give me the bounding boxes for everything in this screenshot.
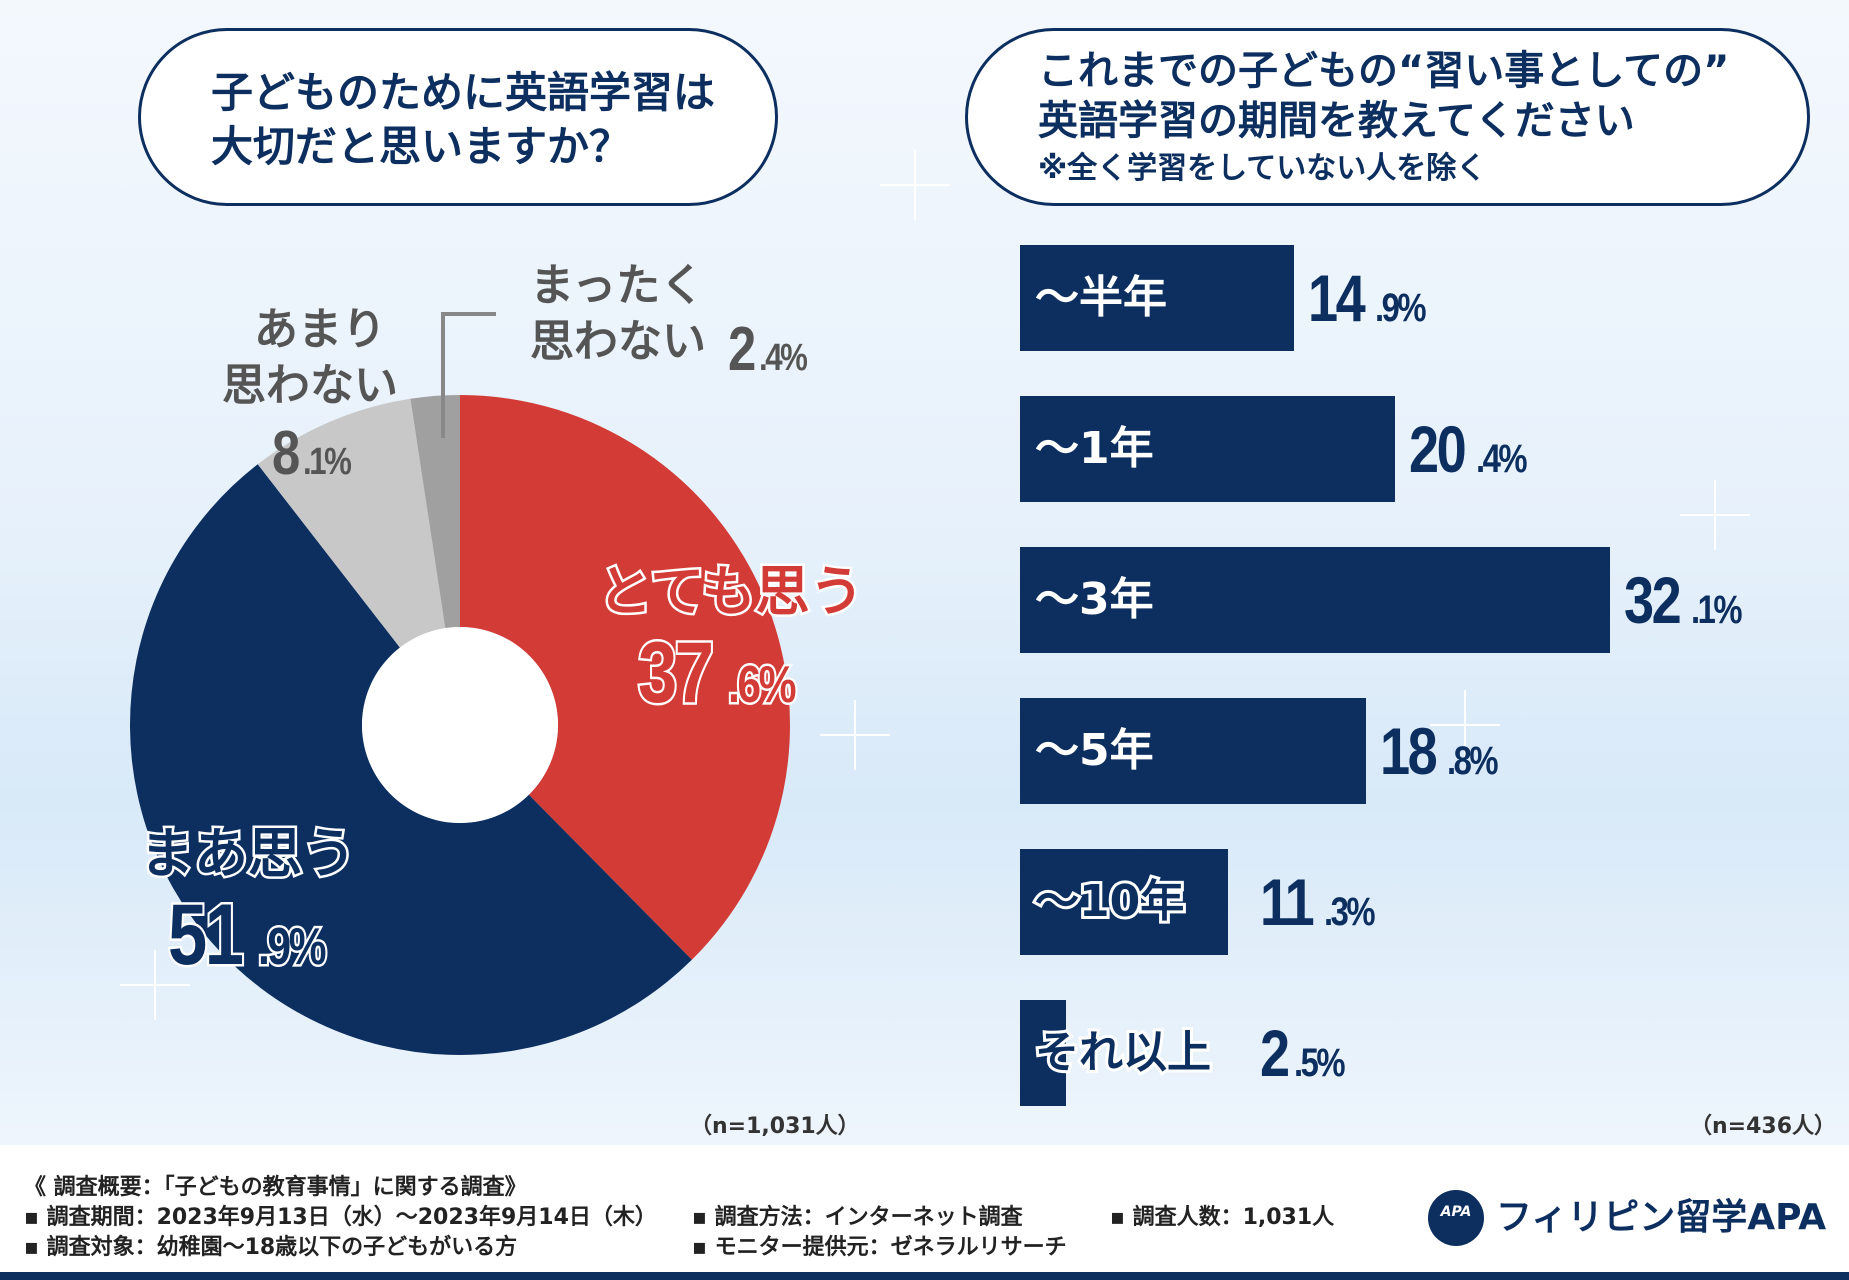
slice-somewhat <box>130 464 692 1055</box>
bar-value-label: 18.8% <box>1380 698 1507 804</box>
bar-category-label: ～3年 <box>1032 571 1157 628</box>
left-question-line2: 大切だと思いますか？ <box>211 122 632 171</box>
right-question-line2: 英語学習の期間を教えてください <box>1038 98 1635 144</box>
bottom-rule <box>0 1272 1849 1280</box>
right-question-note: ※全く学習をしていない人を除く <box>1038 151 1487 186</box>
right-question-line1: これまでの子どもの“習い事としての” <box>1038 48 1730 94</box>
bar-0 <box>1020 245 1294 351</box>
slice-value-notmuch-int: 8 <box>272 419 300 488</box>
bar-3 <box>1020 698 1366 804</box>
slice-label-notmuch-line2: 思わない <box>222 360 398 411</box>
donut-hole <box>362 627 558 823</box>
left-question-line1: 子どものために英語学習は <box>211 68 716 117</box>
left-sample-size: （n=1,031人） <box>690 1114 860 1139</box>
bar-value-int: 2 <box>1260 1016 1290 1090</box>
survey-footer: 《 調査概要：「子どもの教育事情」に関する調査》 ▪ 調査期間：2023年9月1… <box>0 1145 1849 1280</box>
bar-value-int: 14 <box>1307 261 1366 335</box>
bar-category-label: ～5年 <box>1032 722 1157 779</box>
slice-value-notatall-int: 2 <box>728 315 756 384</box>
infographic-background: 子どものために英語学習は 大切だと思いますか？ これまでの子どもの“習い事として… <box>0 0 1849 1145</box>
footer-count: ▪ 調査人数：1,031人 <box>1110 1205 1335 1230</box>
bar-category-label: ～10年 <box>1032 873 1187 930</box>
bar-value-int: 32 <box>1624 563 1682 637</box>
bar-value-label: 32.1% <box>1624 547 1751 653</box>
bar-category-label: ～1年 <box>1032 420 1157 477</box>
slice-value-notatall-dec: .4% <box>759 337 808 379</box>
footer-period: ▪ 調査期間：2023年9月13日（水）～2023年9月14日（木） <box>24 1205 657 1230</box>
bar-5 <box>1020 1000 1066 1106</box>
bar-value-dec: .5% <box>1293 1041 1346 1085</box>
slice-value-somewhat: 51.9% <box>166 885 338 984</box>
bar-value-dec: .4% <box>1476 437 1528 481</box>
bar-value-label: 2.5% <box>1260 1000 1354 1106</box>
sparkle-decoration <box>1680 480 1750 550</box>
footer-monitor: ▪ モニター提供元：ゼネラルリサーチ <box>692 1235 1067 1260</box>
footer-title: 《 調査概要：「子どもの教育事情」に関する調査》 <box>24 1175 527 1200</box>
bar-4 <box>1020 849 1228 955</box>
slice-notatall <box>410 395 460 629</box>
slice-very <box>460 395 790 960</box>
slice-label-somewhat: まあ思う <box>138 821 359 886</box>
footer-target: ▪ 調査対象：幼稚園～18歳以下の子どもがいる方 <box>24 1235 518 1260</box>
bar-value-int: 11 <box>1260 865 1315 939</box>
slice-label-very: とても思う <box>596 559 867 624</box>
bar-2 <box>1020 547 1610 653</box>
bar-value-dec: .3% <box>1323 890 1376 934</box>
right-question-bubble: これまでの子どもの“習い事としての” 英語学習の期間を教えてください ※全く学習… <box>965 28 1810 206</box>
apa-logo-icon: APA <box>1428 1190 1484 1246</box>
bar-value-label: 20.4% <box>1409 396 1536 502</box>
slice-value-notmuch: 8.1% <box>272 419 360 488</box>
footer-method: ▪ 調査方法：インターネット調査 <box>692 1205 1023 1230</box>
right-sample-size: （n=436人） <box>1690 1114 1837 1139</box>
apa-logo-mark-text: APA <box>1440 1204 1472 1220</box>
bar-value-dec: .1% <box>1691 588 1743 632</box>
apa-logo-text: フィリピン留学APA <box>1496 1197 1827 1238</box>
slice-value-somewhat-dec: .9% <box>256 916 329 978</box>
bar-category-label: ～半年 <box>1032 269 1170 326</box>
slice-value-very-dec: .6% <box>726 654 799 716</box>
slice-value-somewhat-int: 51 <box>166 885 246 984</box>
slice-label-notmuch-line1: あまり <box>254 304 386 355</box>
sparkle-decoration <box>880 150 950 220</box>
slice-notmuch <box>257 398 446 648</box>
bar-1 <box>1020 396 1395 502</box>
bar-value-int: 20 <box>1408 412 1467 486</box>
slice-label-notatall-line1: まったく <box>530 260 705 311</box>
left-question-bubble: 子どものために英語学習は 大切だと思いますか？ <box>138 28 778 206</box>
bar-category-label: それ以上 <box>1032 1024 1214 1081</box>
slice-value-very-int: 37 <box>636 623 716 722</box>
slice-value-very: 37.6% <box>636 623 808 722</box>
slice-value-notatall: 2.4% <box>728 315 816 384</box>
bar-value-dec: .8% <box>1446 739 1499 783</box>
bar-value-label: 11.3% <box>1260 849 1384 955</box>
leader-line <box>441 312 496 438</box>
bar-value-dec: .9% <box>1375 286 1427 330</box>
bar-value-label: 14.9% <box>1308 245 1435 351</box>
slice-label-notatall-line2: 思わない <box>530 316 706 367</box>
donut-chart <box>130 312 790 1055</box>
bar-value-int: 18 <box>1379 714 1438 788</box>
slice-value-notmuch-dec: .1% <box>303 441 352 483</box>
